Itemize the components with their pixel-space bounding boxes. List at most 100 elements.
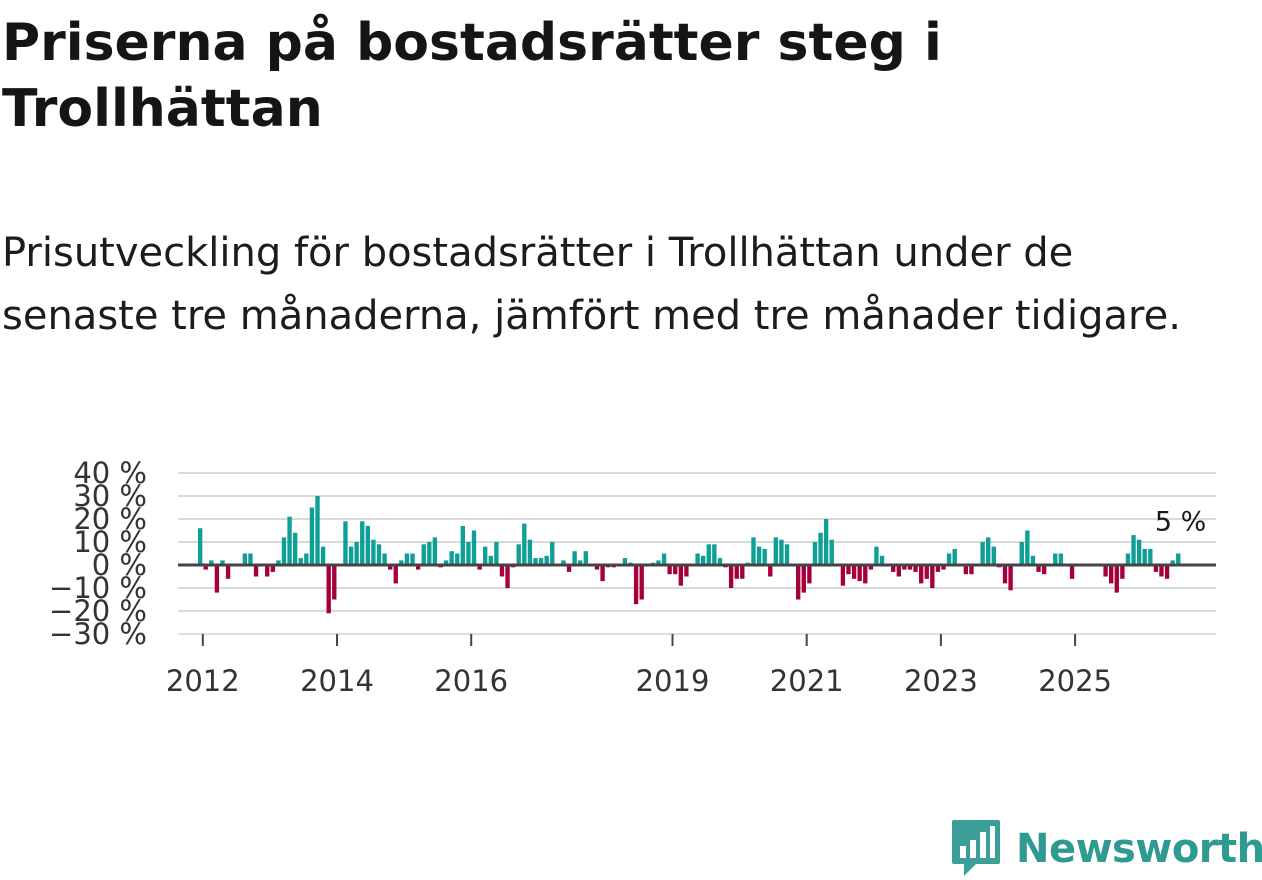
- bar: [734, 565, 739, 579]
- bar: [471, 530, 477, 565]
- x-axis: 2012 2014 2016 2019 2021 2023 2025: [166, 634, 1112, 698]
- bar: [851, 565, 857, 579]
- x-tick-label: 2016: [434, 664, 508, 698]
- bar: [449, 551, 454, 565]
- bar: [203, 565, 208, 570]
- bar: [1176, 553, 1181, 565]
- bar: [1053, 553, 1058, 565]
- y-axis: 40 %30 %20 %10 %0 %−10 %−20 %−30 %: [49, 456, 147, 651]
- bar: [410, 553, 415, 565]
- bar: [544, 555, 549, 565]
- bar: [846, 565, 851, 575]
- y-tick-label: −20 %: [49, 594, 147, 628]
- bar: [265, 565, 270, 577]
- bar: [365, 525, 370, 565]
- bar: [594, 565, 600, 570]
- bar: [986, 537, 991, 565]
- bar: [756, 546, 762, 565]
- bar: [376, 544, 382, 565]
- bar: [298, 558, 303, 565]
- bar: [1136, 539, 1142, 565]
- bar: [1142, 548, 1147, 565]
- bar: [963, 565, 969, 575]
- bar: [332, 565, 337, 600]
- bar: [661, 553, 667, 565]
- bar: [700, 555, 706, 565]
- bar: [1030, 555, 1036, 565]
- bar: [1153, 565, 1159, 572]
- bar: [818, 532, 823, 565]
- bar: [768, 565, 773, 577]
- bar: [494, 542, 499, 565]
- bar: [879, 555, 885, 565]
- bar: [527, 539, 533, 565]
- bar: [740, 565, 745, 579]
- bar: [432, 537, 438, 565]
- bar: [891, 565, 896, 572]
- bar: [209, 560, 214, 565]
- bar: [242, 553, 248, 565]
- bar: [1120, 565, 1125, 579]
- bar: [952, 548, 957, 565]
- bar: [326, 565, 331, 614]
- bar: [1041, 565, 1047, 575]
- bar: [717, 558, 723, 565]
- bar: [343, 521, 348, 565]
- bar: [578, 560, 583, 565]
- bar: [281, 537, 287, 565]
- bar: [1159, 565, 1164, 577]
- x-tick-label: 2012: [166, 664, 240, 698]
- bar: [673, 565, 678, 575]
- bar: [907, 565, 913, 570]
- bar: [896, 565, 901, 577]
- bar: [600, 565, 605, 582]
- bar: [840, 565, 846, 586]
- bar-chart: 40 %30 %20 %10 %0 %−10 %−20 %−30 % 2012 2…: [49, 456, 1216, 698]
- bar: [348, 546, 354, 565]
- bar: [387, 565, 393, 570]
- bar: [1148, 548, 1153, 565]
- bar: [1036, 565, 1041, 572]
- bar: [421, 544, 426, 565]
- bar: [706, 544, 711, 565]
- bar: [924, 565, 929, 579]
- bar: [253, 565, 259, 577]
- bar: [522, 523, 527, 565]
- bar: [684, 565, 689, 577]
- bar: [538, 558, 544, 565]
- y-tick-label: 0 %: [92, 548, 147, 582]
- bar: [583, 551, 588, 565]
- x-tick-label: 2023: [904, 664, 978, 698]
- bar: [516, 544, 521, 565]
- bar: [443, 560, 449, 565]
- bar: [466, 542, 471, 565]
- bar: [796, 565, 801, 600]
- bar: [868, 565, 874, 570]
- bar: [304, 553, 309, 565]
- bar: [1131, 535, 1136, 565]
- bar: [751, 537, 756, 565]
- bar: [393, 565, 398, 584]
- bar: [220, 560, 225, 565]
- bar: [455, 553, 460, 565]
- newsworthy-logo[interactable]: Newsworthy: [950, 818, 1262, 880]
- bar: [823, 519, 829, 565]
- bar: [1069, 565, 1075, 579]
- bar: [382, 553, 387, 565]
- bar: [566, 565, 572, 572]
- page-title: Priserna på bostadsrätter steg i Trollhä…: [2, 13, 942, 139]
- bar: [913, 565, 918, 572]
- bar: [829, 539, 834, 565]
- bar: [639, 565, 644, 600]
- bar: [292, 532, 298, 565]
- bar: [622, 558, 628, 565]
- bar: [918, 565, 924, 584]
- bar: [248, 553, 253, 565]
- brand-name: Newsworthy: [1016, 826, 1262, 872]
- bar: [1114, 565, 1119, 593]
- bar: [225, 565, 231, 579]
- bar: [1058, 553, 1064, 565]
- bar: [728, 565, 734, 588]
- bar: [533, 558, 538, 565]
- bar: [773, 537, 779, 565]
